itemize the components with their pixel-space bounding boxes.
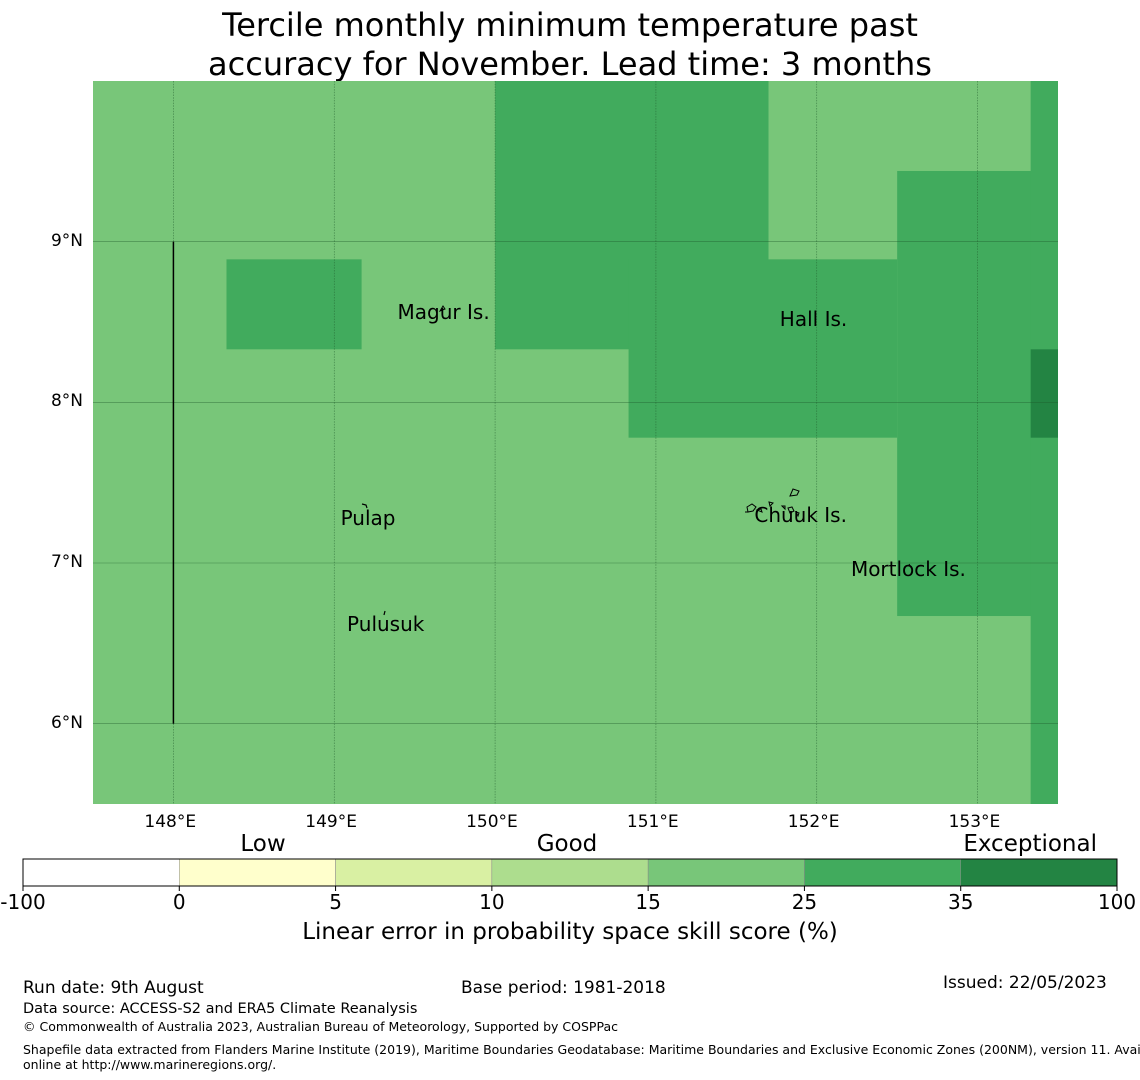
colorbar-category-label: Good <box>536 831 598 857</box>
latitude-tick-label: 7°N <box>50 552 83 572</box>
latitude-tick-label: 8°N <box>50 391 83 412</box>
coastlines <box>172 241 912 724</box>
island-outline-mortlock <box>908 563 912 568</box>
skill-cell-5 <box>1030 349 1058 438</box>
colorbar-category-label: Exceptional <box>963 831 1097 857</box>
colorbar-bin <box>647 858 805 887</box>
skill-cell-1 <box>628 259 898 438</box>
colorbar-tick-label: 10 <box>479 890 505 914</box>
run-date: Run date: 9th August <box>23 978 204 998</box>
shapefile-credit-line-1: Shapefile data extracted from Flanders M… <box>23 1042 1140 1057</box>
longitude-tick-label: 148°E <box>144 812 197 832</box>
data-source: Data source: ACCESS-S2 and ERA5 Climate … <box>23 1001 418 1017</box>
island-label: Hall Is. <box>779 306 848 331</box>
skill-cell-3 <box>1030 81 1058 804</box>
colorbar-category-label: Low <box>240 831 286 857</box>
map-title-line-2: accuracy for November. Lead time: 3 mont… <box>208 45 932 83</box>
copyright-notice: © Commonwealth of Australia 2023, Austra… <box>23 1019 618 1034</box>
longitude-tick-label: 153°E <box>948 812 1001 832</box>
island-label: Pulusuk <box>347 612 425 637</box>
longitude-tick-label: 151°E <box>626 812 679 832</box>
colorbar-bin <box>804 858 961 887</box>
island-outline-pulap <box>361 503 368 509</box>
colorbar-tick-label: 35 <box>947 890 974 914</box>
colorbar-tick-label: 100 <box>1097 890 1137 914</box>
base-period: Base period: 1981-2018 <box>461 978 666 998</box>
latitude-tick-label: 6°N <box>50 712 83 733</box>
island-outline-chuuk <box>745 488 800 518</box>
colorbar <box>22 858 1118 891</box>
issued-date: Issued: 22/05/2023 <box>943 973 1107 993</box>
island-label: Chuuk Is. <box>754 502 847 527</box>
colorbar-label: Linear error in probability space skill … <box>302 919 838 945</box>
colorbar-bin <box>335 858 493 887</box>
colorbar-tick-label: 15 <box>635 890 661 914</box>
longitude-tick-label: 149°E <box>305 812 357 832</box>
skill-cell-4 <box>226 259 362 350</box>
island-label: Pulap <box>340 506 396 530</box>
island-label: Mortlock Is. <box>850 557 966 582</box>
map-title: Tercile monthly minimum temperature past… <box>0 6 1140 84</box>
shapefile-credit-line-2: online at http://www.marineregions.org/. <box>23 1057 277 1072</box>
colorbar-tick-label: 5 <box>329 890 342 914</box>
island-outline-magur <box>438 305 446 313</box>
island-label: Magur Is. <box>397 300 490 325</box>
longitude-tick-label: 152°E <box>787 812 840 832</box>
skill-cells-layer <box>93 81 1058 804</box>
colorbar-tick-label: 0 <box>172 890 186 914</box>
map-title-line-1: Tercile monthly minimum temperature past <box>222 6 918 44</box>
longitude-tick-label: 150°E <box>466 812 518 832</box>
island-outline-pulusuk <box>383 610 386 616</box>
latitude-tick-label: 9°N <box>50 230 83 251</box>
colorbar-frame <box>22 858 1118 887</box>
colorbar-bin <box>960 858 1118 887</box>
colorbar-tick-label: -100 <box>0 890 46 914</box>
colorbar-bin <box>491 858 649 887</box>
colorbar-bin <box>179 858 336 887</box>
colorbar-tick-label: 25 <box>791 890 818 914</box>
colorbar-bin <box>22 858 180 887</box>
